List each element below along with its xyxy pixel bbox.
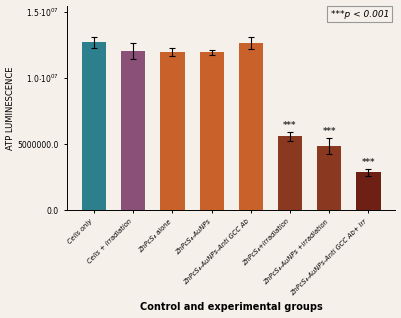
Y-axis label: ATP LUMINESCENCE: ATP LUMINESCENCE (6, 66, 14, 149)
Bar (160, 52, 184, 210)
Bar (317, 146, 341, 210)
Bar (239, 43, 263, 210)
Bar (82, 43, 106, 210)
Bar (356, 172, 381, 210)
Bar (278, 136, 302, 210)
Text: ***: *** (322, 127, 336, 136)
Text: ***p < 0.001: ***p < 0.001 (330, 10, 389, 19)
Text: ***: *** (283, 121, 297, 129)
Bar (121, 51, 146, 210)
X-axis label: Control and experimental groups: Control and experimental groups (140, 302, 323, 313)
Bar (200, 52, 224, 210)
Text: ***: *** (362, 157, 375, 167)
